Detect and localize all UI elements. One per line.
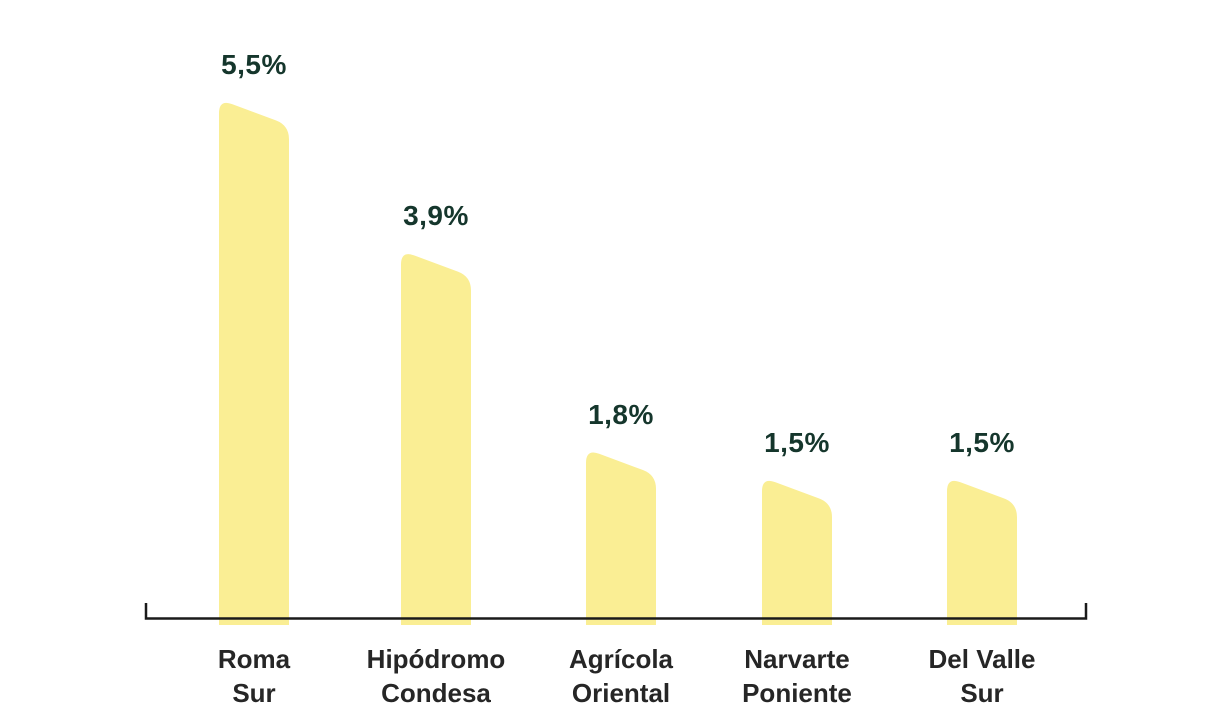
x-axis-category-label: Del Valle Sur	[928, 644, 1036, 708]
bar-value-label: 3,9%	[403, 200, 469, 232]
bar-value-label: 1,5%	[949, 427, 1015, 459]
bar-value-label: 1,5%	[764, 427, 830, 459]
bar-1	[401, 254, 471, 626]
x-axis-category-label: Narvarte Poniente	[742, 644, 852, 708]
x-axis-category-label: Hipódromo Condesa	[366, 644, 506, 708]
x-axis-category-label: Agrícola Oriental	[568, 644, 674, 708]
bar-3	[762, 480, 832, 625]
bar-value-label: 1,8%	[588, 398, 654, 430]
bar-2	[586, 452, 656, 625]
bar-4	[947, 480, 1017, 625]
x-axis-category-label: Roma Sur	[217, 644, 291, 708]
x-axis-line	[144, 603, 1088, 620]
bar-value-label: 5,5%	[221, 49, 287, 81]
bar-0	[219, 102, 289, 626]
